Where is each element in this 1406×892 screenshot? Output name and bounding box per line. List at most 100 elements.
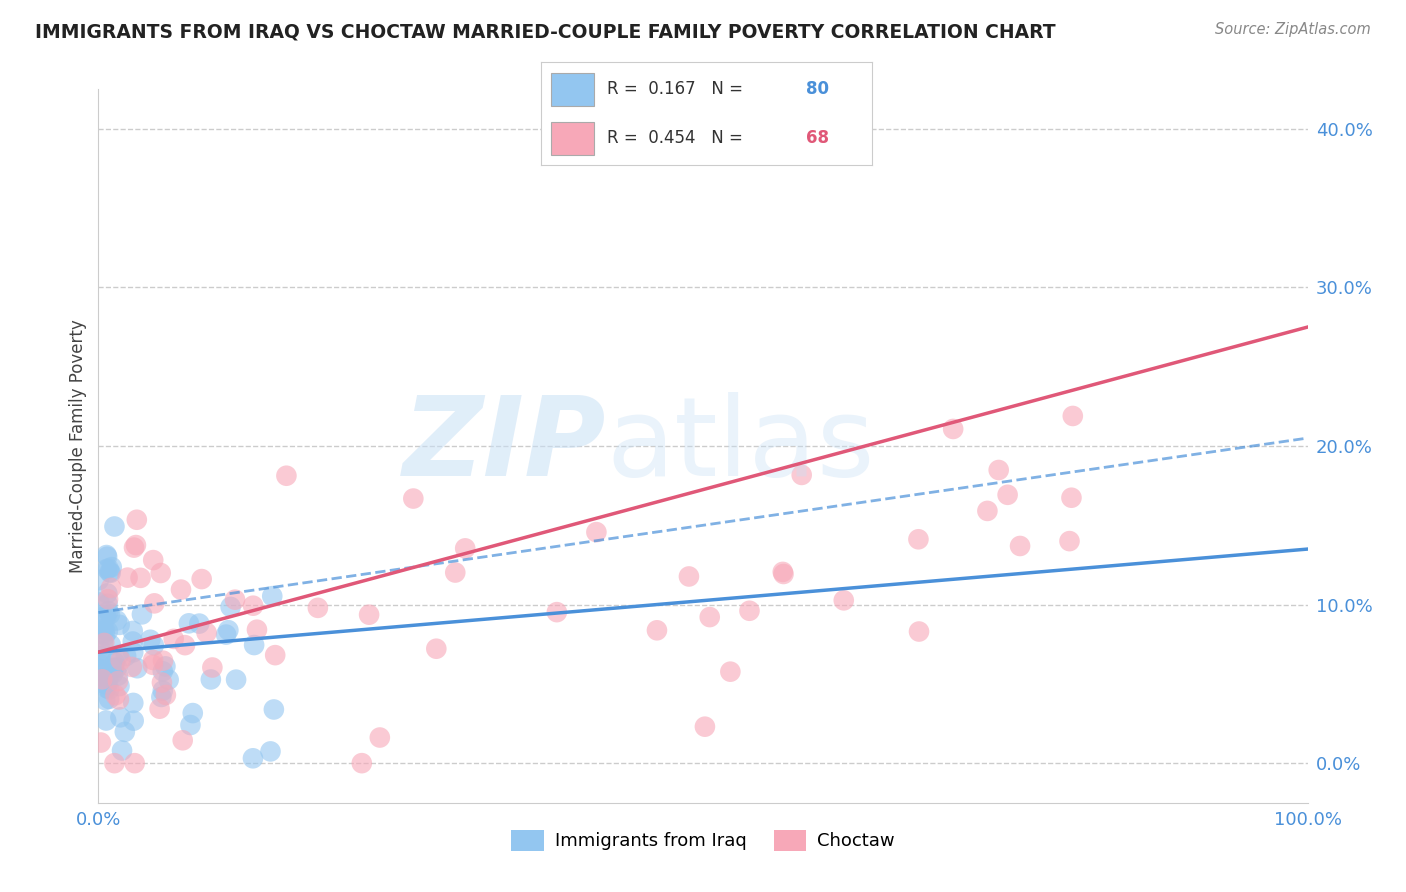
Point — [98, 565, 121, 579]
Point — [94, 608, 117, 623]
Point — [425, 641, 447, 656]
Point — [127, 661, 149, 675]
Point — [93, 622, 115, 636]
Point — [105, 614, 128, 628]
Point — [90, 664, 112, 678]
Point — [94, 693, 117, 707]
Point — [111, 743, 134, 757]
Point — [402, 491, 425, 506]
Point — [264, 648, 287, 662]
Point — [217, 624, 239, 638]
Point — [150, 690, 173, 704]
Point — [98, 692, 121, 706]
Point — [105, 660, 128, 674]
Point — [172, 733, 194, 747]
Point — [96, 678, 118, 692]
Point — [125, 538, 148, 552]
Text: ZIP: ZIP — [402, 392, 606, 500]
Point — [454, 541, 477, 556]
Point — [96, 609, 118, 624]
Point — [94, 628, 117, 642]
Point — [110, 710, 132, 724]
Point — [100, 581, 122, 595]
Point — [987, 463, 1010, 477]
Point — [121, 660, 143, 674]
Point — [100, 566, 122, 580]
Point — [100, 560, 122, 574]
Point — [1059, 534, 1081, 549]
Point — [94, 624, 117, 638]
Point — [115, 648, 138, 663]
Point — [89, 662, 111, 676]
Point — [96, 681, 118, 695]
Legend: Immigrants from Iraq, Choctaw: Immigrants from Iraq, Choctaw — [505, 822, 901, 858]
Point — [188, 616, 211, 631]
Point — [444, 566, 467, 580]
Point — [772, 566, 794, 581]
Text: 80: 80 — [806, 80, 828, 98]
Point — [96, 586, 118, 600]
Point — [242, 599, 264, 613]
Point — [908, 624, 931, 639]
Point — [645, 624, 668, 638]
Point — [152, 683, 174, 698]
Text: R =  0.167   N =: R = 0.167 N = — [607, 80, 748, 98]
Point — [163, 632, 186, 646]
Point — [200, 673, 222, 687]
Point — [262, 589, 284, 603]
Point — [152, 654, 174, 668]
Point — [107, 668, 129, 682]
Point — [1060, 491, 1083, 505]
Point — [97, 597, 120, 611]
Point — [215, 627, 238, 641]
Point — [87, 573, 110, 587]
Point — [122, 645, 145, 659]
Point — [246, 623, 269, 637]
Point — [96, 562, 118, 576]
Point — [90, 656, 112, 670]
Point — [585, 525, 607, 540]
Point — [97, 671, 120, 685]
Point — [107, 648, 129, 662]
Point — [149, 702, 172, 716]
Point — [90, 644, 112, 658]
Point — [97, 592, 120, 607]
Text: atlas: atlas — [606, 392, 875, 500]
Point — [263, 702, 285, 716]
Point — [97, 604, 120, 618]
Point — [104, 688, 127, 702]
Point — [101, 666, 124, 681]
Point — [91, 636, 114, 650]
Point — [139, 632, 162, 647]
Point — [546, 605, 568, 619]
Y-axis label: Married-Couple Family Poverty: Married-Couple Family Poverty — [69, 319, 87, 573]
Point — [259, 744, 281, 758]
Point — [131, 607, 153, 622]
Point — [108, 618, 131, 632]
Point — [122, 541, 145, 555]
Point — [93, 676, 115, 690]
Point — [98, 607, 121, 622]
Point — [997, 488, 1019, 502]
Point — [276, 468, 298, 483]
Point — [225, 673, 247, 687]
Point — [96, 548, 118, 562]
Point — [699, 610, 721, 624]
Point — [89, 595, 111, 609]
Point — [170, 582, 193, 597]
Point — [1010, 539, 1032, 553]
Point — [93, 636, 115, 650]
Point — [94, 714, 117, 728]
Point — [108, 692, 131, 706]
Point — [93, 671, 115, 685]
Point — [142, 657, 165, 672]
Point — [90, 735, 112, 749]
Point — [243, 638, 266, 652]
Point — [97, 624, 120, 639]
Point — [242, 751, 264, 765]
Point — [1062, 409, 1084, 423]
Point — [104, 656, 127, 670]
Point — [190, 572, 212, 586]
Point — [91, 626, 114, 640]
Point — [790, 467, 813, 482]
